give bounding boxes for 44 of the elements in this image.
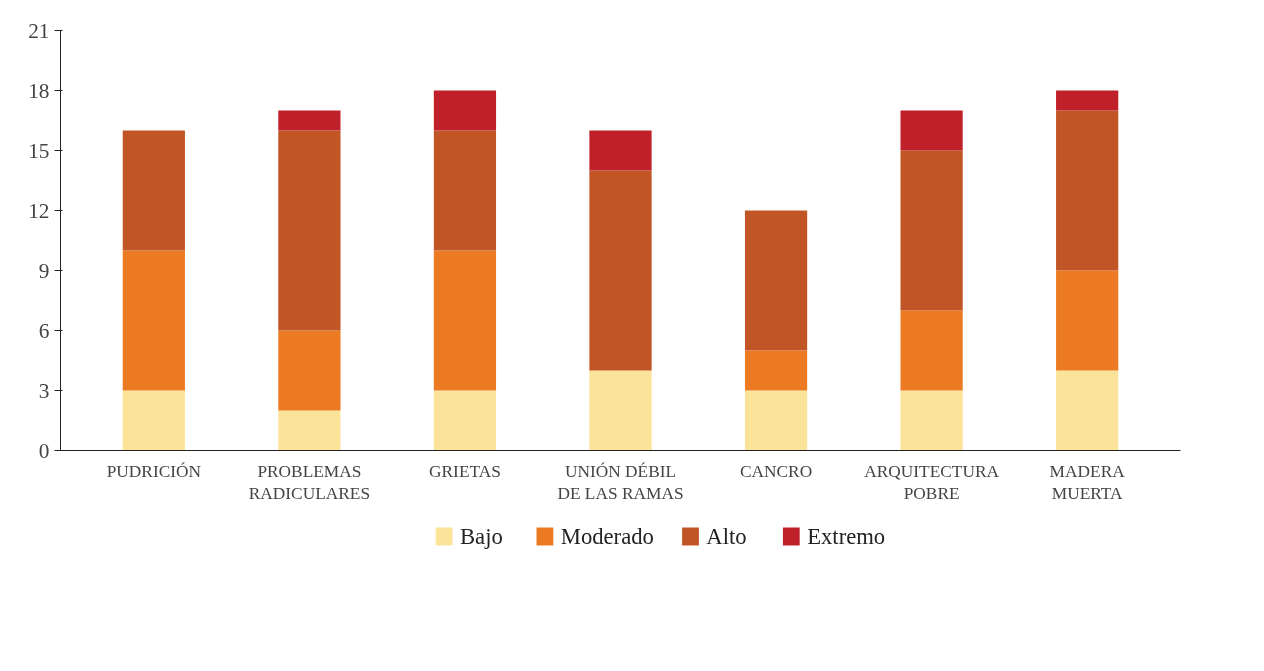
y-tick-label: 21 — [28, 18, 50, 43]
bar — [122, 130, 185, 251]
bar — [122, 250, 185, 391]
x-tick-label: PUDRICIÓN — [106, 461, 202, 481]
bar — [589, 370, 652, 451]
bar — [1056, 270, 1119, 371]
bar — [744, 350, 808, 391]
legend-label: Moderado — [560, 524, 654, 549]
bar — [589, 170, 652, 371]
bar — [900, 310, 963, 391]
bar — [278, 330, 341, 411]
bar — [433, 250, 497, 391]
bar — [1056, 90, 1119, 111]
y-tick-label: 15 — [28, 138, 50, 163]
bar — [589, 130, 652, 171]
y-tick-label: 12 — [28, 198, 50, 223]
y-tick-label: 6 — [38, 318, 50, 343]
bar — [900, 110, 963, 151]
bar — [278, 110, 341, 131]
x-tick-label: UNIÓN DÉBIL DE LAS RAMAS — [557, 461, 684, 504]
y-tick-label: 3 — [38, 378, 50, 403]
legend-label: Bajo — [459, 524, 503, 549]
y-tick-label: 9 — [38, 258, 50, 283]
bar — [278, 410, 341, 451]
x-tick-label: CANCRO — [739, 461, 813, 481]
x-tick-label: MADERA MUERTA — [1049, 461, 1126, 504]
bar — [744, 210, 808, 351]
bar — [433, 390, 497, 451]
bar — [278, 130, 341, 331]
y-tick-label: 18 — [28, 78, 50, 103]
bar — [900, 390, 963, 451]
bar — [122, 390, 185, 451]
x-tick-label: ARQUITECTURA POBRE — [864, 461, 1000, 504]
bar — [744, 390, 808, 451]
x-tick-label: PROBLEMAS RADICULARES — [248, 461, 371, 504]
y-tick-label: 0 — [38, 438, 50, 463]
legend-label: Alto — [706, 524, 747, 549]
x-tick-label: GRIETAS — [429, 461, 501, 481]
bar — [433, 130, 497, 251]
bar — [1056, 110, 1119, 271]
bar — [433, 90, 497, 131]
legend-label: Extremo — [807, 524, 886, 549]
bar — [1056, 370, 1119, 451]
bar — [900, 150, 963, 311]
